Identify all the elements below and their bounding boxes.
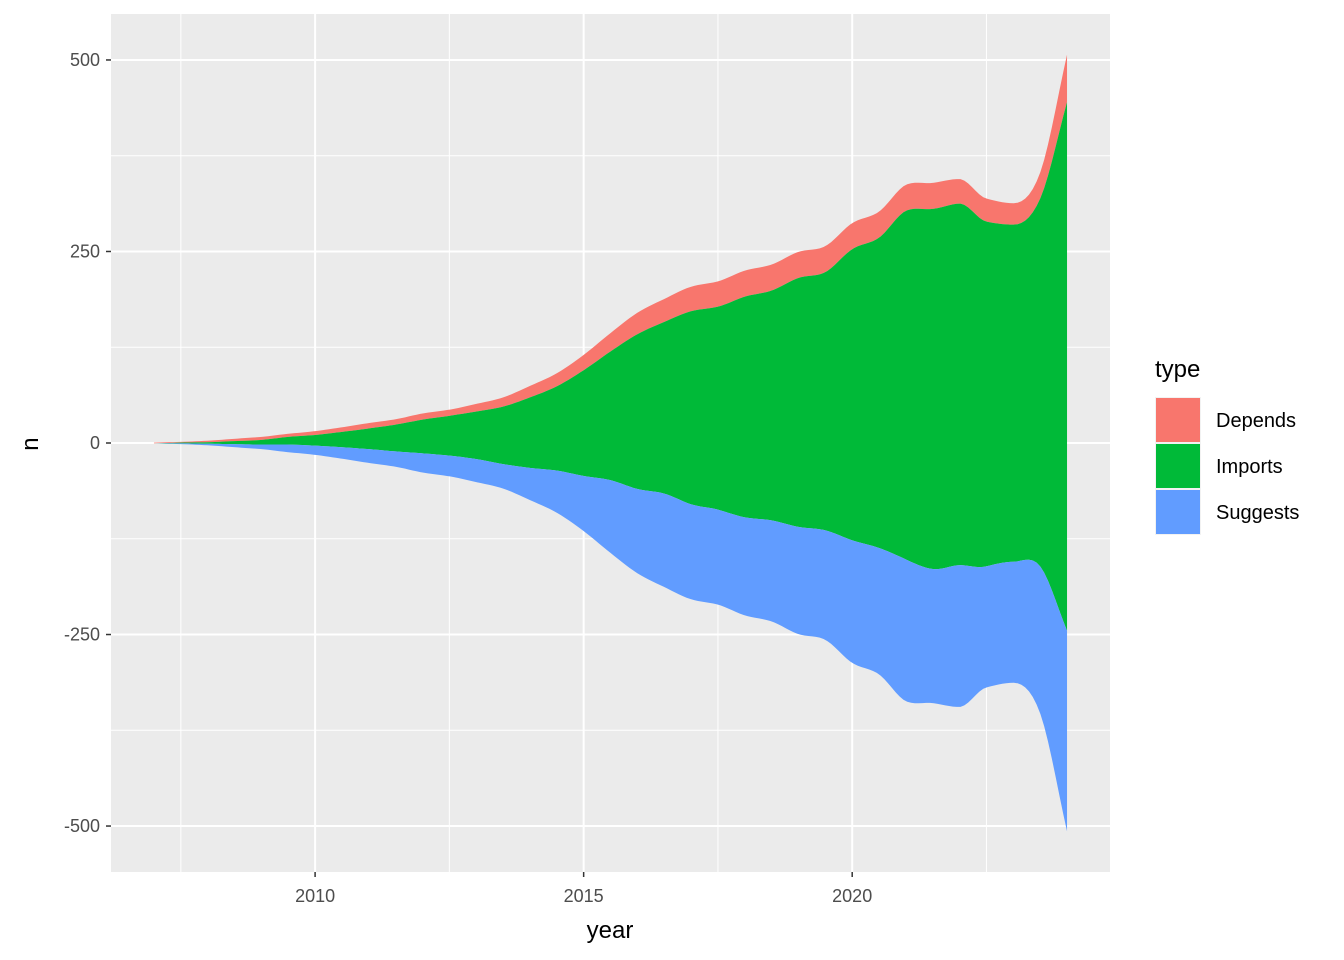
- x-tick-label: 2015: [564, 886, 604, 906]
- y-axis-title: n: [17, 437, 44, 450]
- legend: type Depends Imports Suggests: [1155, 356, 1299, 535]
- x-axis-title: year: [587, 917, 634, 944]
- x-tick-label: 2020: [832, 886, 872, 906]
- y-tick-label: -500: [64, 816, 100, 836]
- legend-label: Depends: [1216, 410, 1296, 432]
- x-tick-label: 2010: [295, 886, 335, 906]
- y-tick-label: 500: [70, 50, 100, 70]
- legend-key-imports: [1156, 444, 1200, 488]
- legend-label: Suggests: [1216, 502, 1299, 524]
- y-tick-label: 250: [70, 241, 100, 261]
- y-axis: 500 250 0 -250 -500: [64, 50, 111, 836]
- y-tick-label: 0: [90, 433, 100, 453]
- area-imports: [153, 102, 1068, 631]
- area-suggests: [153, 443, 1068, 832]
- legend-label: Imports: [1216, 456, 1283, 478]
- legend-key-suggests: [1156, 490, 1200, 534]
- x-axis: 2010 2015 2020: [295, 872, 872, 906]
- stream-areas: [153, 54, 1068, 832]
- legend-title: type: [1155, 356, 1200, 383]
- legend-key-depends: [1156, 398, 1200, 442]
- y-tick-label: -250: [64, 625, 100, 645]
